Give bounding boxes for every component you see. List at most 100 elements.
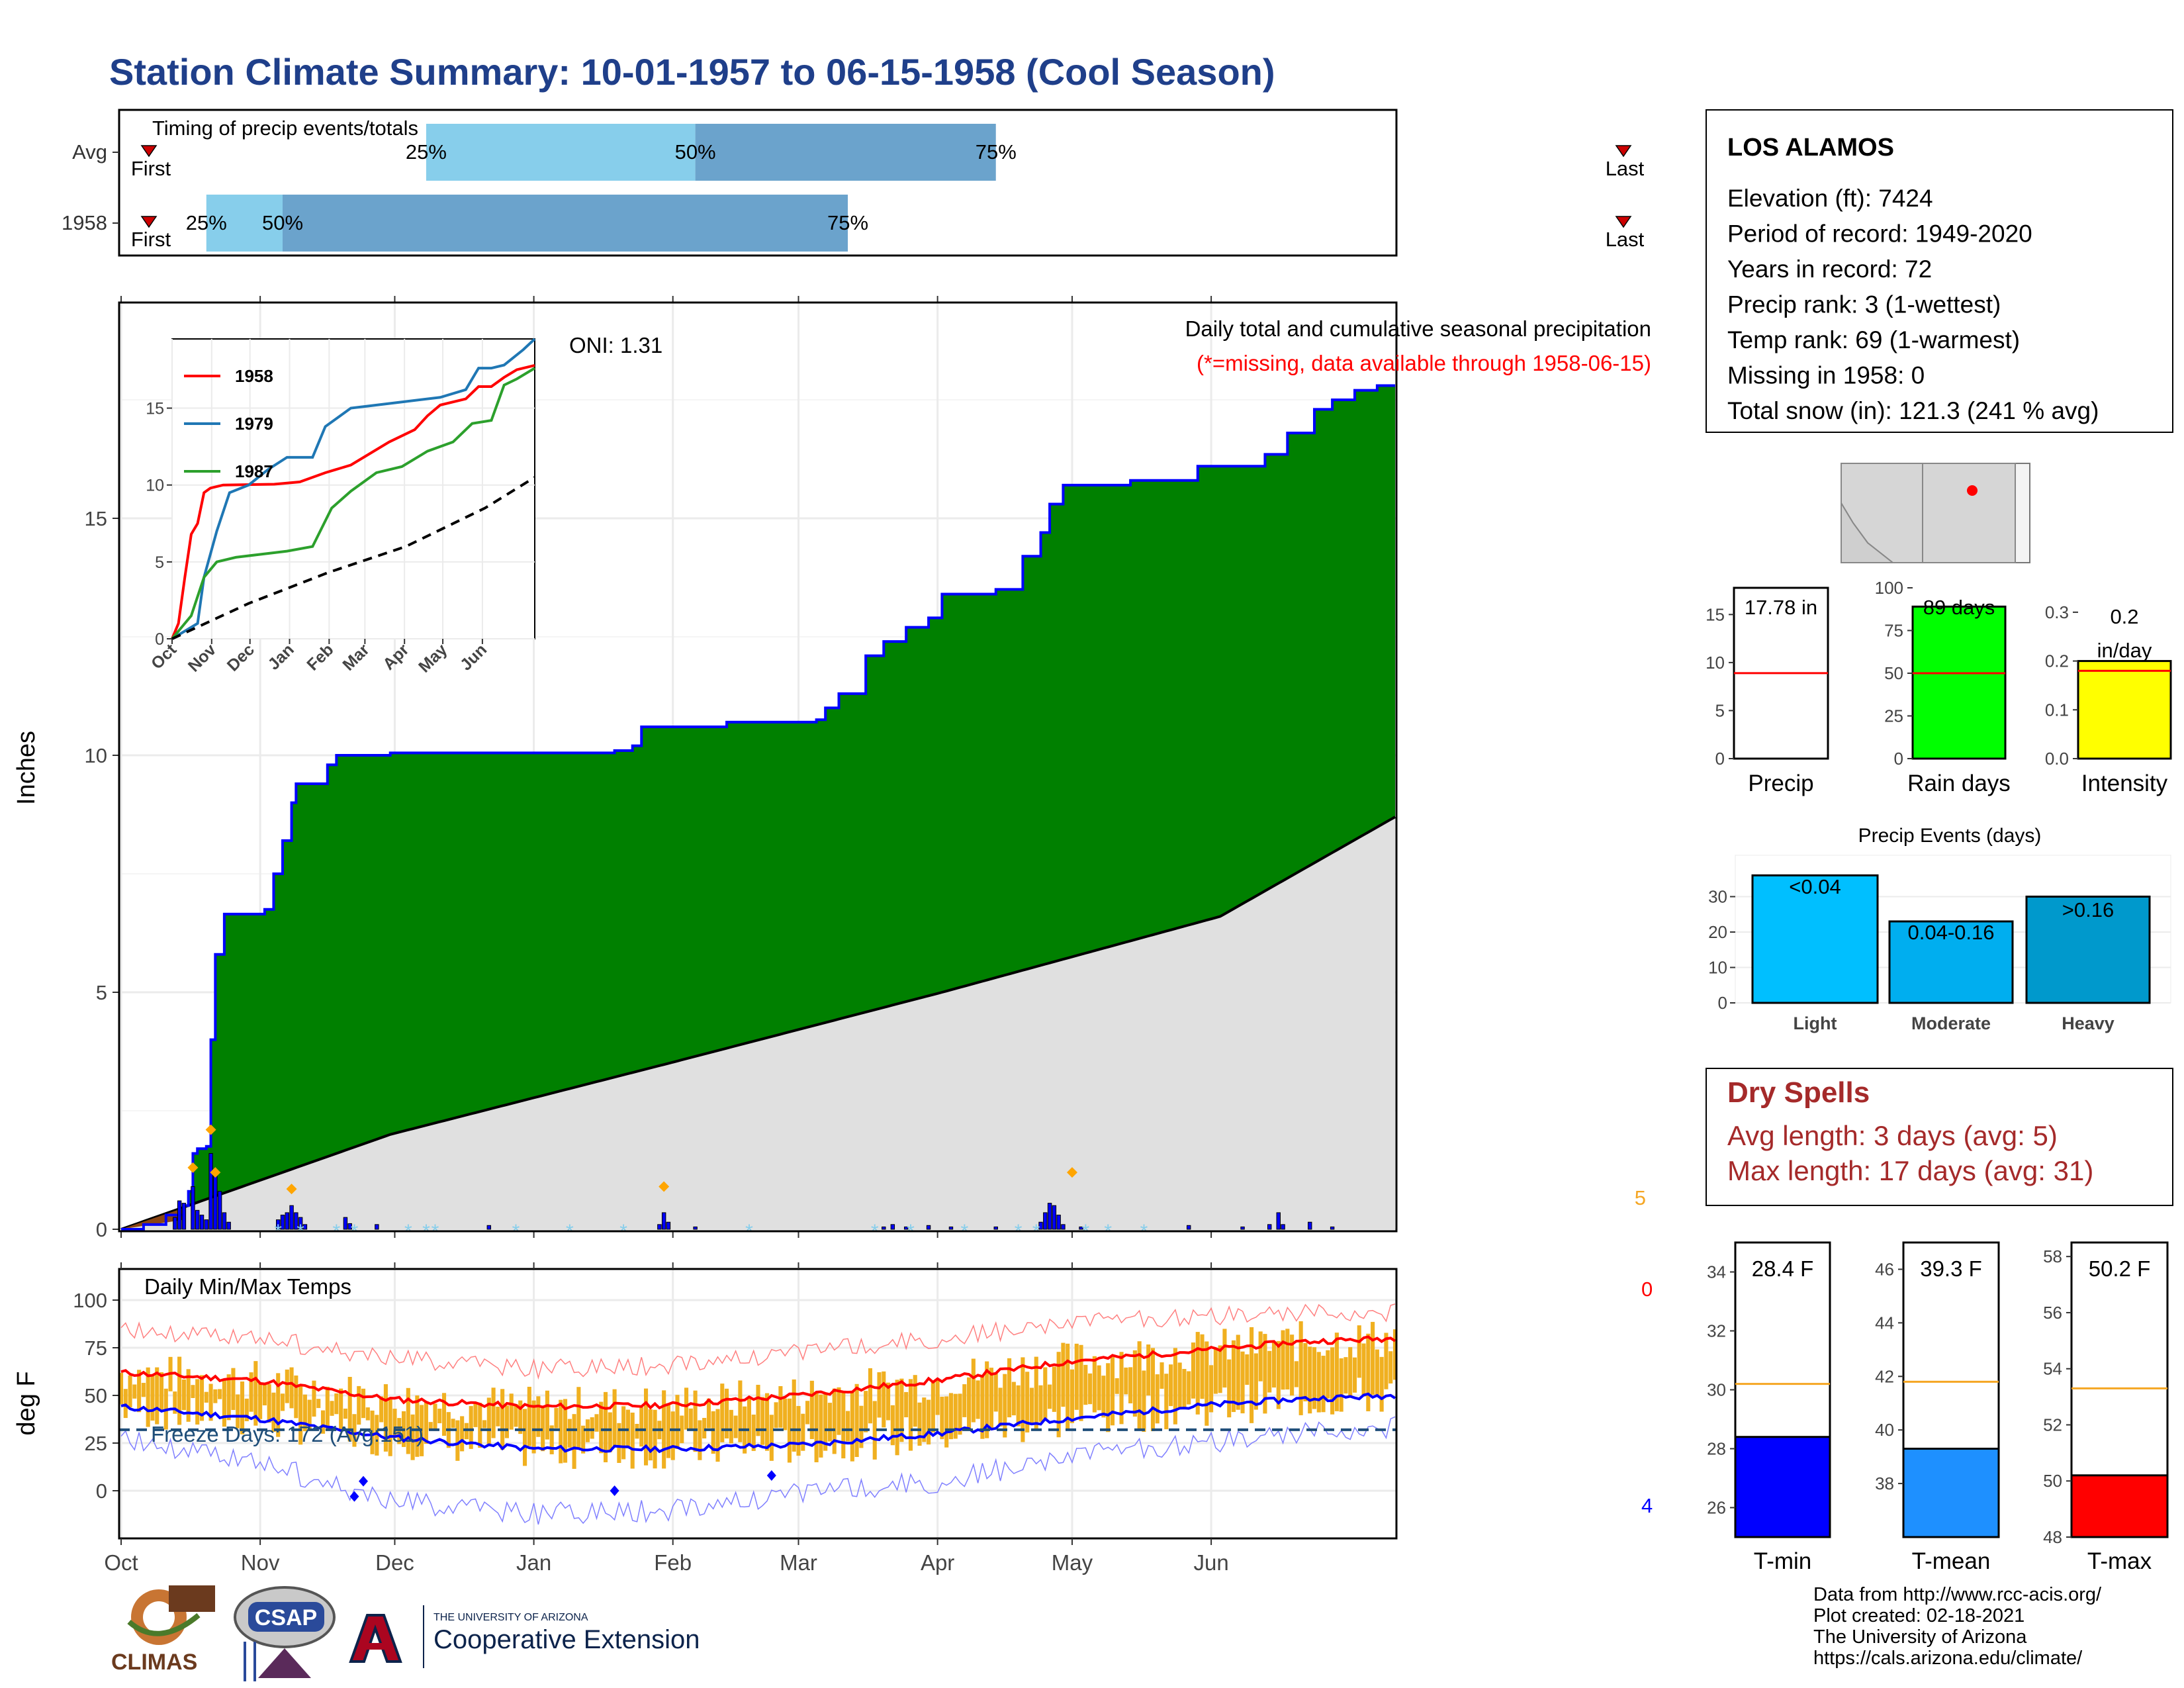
daily-temp-bar (1285, 1329, 1290, 1390)
events-title: Precip Events (days) (1858, 825, 2042, 847)
event-bar (1751, 874, 1879, 1004)
daily-precip-bar (948, 1226, 954, 1230)
daily-precip-bar (276, 1219, 281, 1230)
events-ytick-label: 20 (1708, 922, 1727, 942)
inset-series-line (171, 364, 535, 639)
temp-summary-bar (2070, 1474, 2169, 1538)
daily-temp-bar (567, 1419, 572, 1448)
daily-temp-bar (1088, 1373, 1093, 1405)
daily-precip-bar (222, 1212, 227, 1230)
summary-bar (1911, 605, 2007, 760)
daily-temp-bar (688, 1408, 693, 1430)
temp-summary-value: 28.4 F (1752, 1256, 1814, 1281)
inset-series-line (171, 367, 536, 640)
daily-temp-bar (769, 1415, 774, 1461)
dry-spells-box: Dry Spells Avg length: 3 days (avg: 5) M… (1706, 1068, 2173, 1206)
daily-temp-bar (729, 1409, 733, 1444)
daily-precip-bar (347, 1223, 352, 1230)
inset-xtick-label: May (415, 640, 451, 676)
daily-temp-bar (1321, 1356, 1326, 1413)
daily-temp-bar (441, 1393, 447, 1436)
daily-temp-bar (576, 1387, 581, 1448)
daily-temp-bar (1298, 1321, 1303, 1415)
daily-precip-bar (294, 1212, 298, 1230)
daily-temp-bar (365, 1407, 370, 1421)
daily-temp-bar (899, 1378, 904, 1442)
daily-temp-bar (1003, 1374, 1007, 1438)
temp-summary-ytick-label: 48 (2043, 1527, 2062, 1547)
station-info-line: Precip rank: 3 (1-wettest) (1727, 291, 2001, 318)
daily-temp-bar (347, 1377, 352, 1442)
summary-ytick-label: 0 (1894, 749, 1903, 769)
daily-temp-bar (886, 1382, 891, 1421)
timing-q25-label: 25% (406, 140, 447, 164)
daily-temp-bar (971, 1358, 976, 1423)
daily-temp-bar (1061, 1342, 1066, 1407)
daily-temp-bar (1195, 1332, 1200, 1415)
temp-corner-bottom: 4 (1641, 1494, 1653, 1517)
last-label: Last (1606, 228, 1645, 251)
csap-logo: CSAP (234, 1586, 336, 1681)
dry-spells-max: Max length: 17 days (avg: 31) (1727, 1155, 2093, 1186)
daily-temp-bar (469, 1406, 473, 1449)
first-label: First (131, 228, 171, 251)
daily-temp-bar (599, 1401, 604, 1454)
daily-temp-bar (684, 1387, 689, 1430)
timing-q1-bar (426, 124, 696, 181)
daily-temp-bar (334, 1393, 339, 1415)
credit-line: The University of Arizona (1813, 1626, 2027, 1648)
inset-legend-label: 1987 (235, 461, 273, 481)
daily-temp-bar (778, 1385, 783, 1428)
daily-precip-bar (1061, 1224, 1066, 1230)
ytick-label: 0 (96, 1218, 107, 1241)
daily-temp-bar (756, 1384, 760, 1436)
daily-temp-bar (433, 1403, 437, 1431)
daily-temp-bar (1213, 1348, 1218, 1394)
daily-temp-bar (1173, 1348, 1177, 1425)
daily-temp-bar (976, 1380, 980, 1419)
temp-summary-ytick-label: 44 (1875, 1313, 1894, 1333)
average-precip-area (121, 817, 1395, 1229)
daily-temp-bar (1132, 1350, 1137, 1417)
daily-temp-bar (132, 1384, 137, 1399)
daily-temp-bar (240, 1381, 245, 1434)
daily-temp-bar (191, 1385, 195, 1398)
month-label: Apr (921, 1550, 954, 1575)
daily-temp-bar (186, 1369, 191, 1422)
daily-precip-bar (1043, 1212, 1048, 1230)
temp-summary-ytick-label: 26 (1707, 1498, 1726, 1518)
daily-precip-bar (1047, 1203, 1052, 1230)
daily-temp-bar (787, 1398, 792, 1463)
daily-temp-bar (339, 1388, 343, 1432)
daily-precip-bar (903, 1226, 909, 1230)
daily-temp-bar (1343, 1357, 1348, 1394)
daily-temp-bar (1227, 1359, 1232, 1418)
inset-legend-label: 1958 (235, 366, 273, 386)
daily-temp-bar (173, 1391, 177, 1414)
daily-temp-bar (352, 1414, 357, 1447)
daily-temp-bar (375, 1415, 379, 1456)
daily-temp-bar (643, 1388, 649, 1466)
daily-temp-bar (872, 1401, 877, 1460)
daily-temp-bar (801, 1413, 805, 1451)
station-info-line: Temp rank: 69 (1-warmest) (1727, 326, 2020, 353)
daily-temp-bar (617, 1423, 621, 1463)
daily-temp-bar (1352, 1357, 1357, 1393)
inset-xtick-label: Mar (339, 640, 373, 674)
daily-temp-bar (698, 1420, 702, 1460)
temp-summary-ytick-label: 54 (2043, 1359, 2062, 1379)
snow-peak-marker (187, 1162, 199, 1173)
events-ytick-label: 30 (1708, 887, 1727, 907)
tmax-record-line (120, 1303, 1396, 1380)
temp-ylabel: deg F (13, 1371, 40, 1435)
daily-precip-bar (1038, 1221, 1043, 1230)
daily-temp-bar (635, 1423, 639, 1439)
daily-temp-bar (531, 1400, 536, 1454)
record-low-marker (359, 1476, 369, 1487)
daily-temp-bar (137, 1370, 142, 1413)
summary-value: 0.2 (2110, 605, 2138, 628)
first-label: First (131, 157, 171, 180)
precip-legend-title: Daily total and cumulative seasonal prec… (1185, 316, 1651, 341)
daily-temp-bar (1303, 1342, 1308, 1401)
daily-temp-bar (1392, 1329, 1398, 1380)
